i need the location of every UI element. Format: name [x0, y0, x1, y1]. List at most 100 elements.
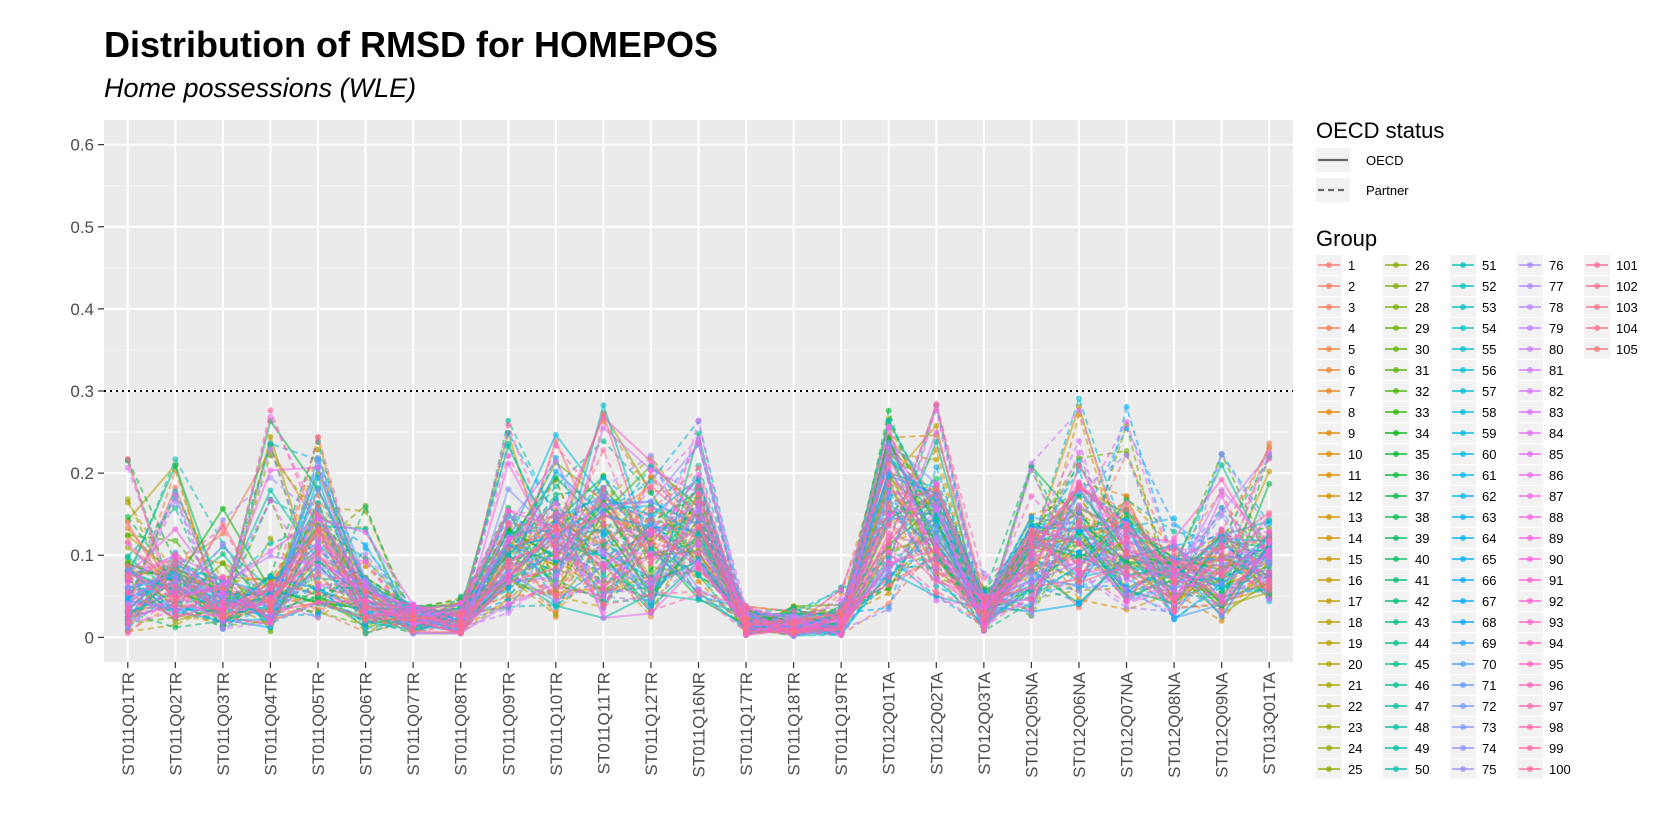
data-point: [933, 597, 940, 604]
data-point: [315, 511, 322, 518]
x-tick-label: ST011Q05TR: [309, 672, 328, 776]
legend-key-point: [1393, 304, 1399, 310]
data-point: [505, 417, 512, 424]
data-point: [457, 593, 464, 600]
legend-label-group-36: 36: [1415, 468, 1429, 483]
data-point: [1075, 584, 1082, 591]
legend-label-group-70: 70: [1482, 657, 1496, 672]
legend-label-group-63: 63: [1482, 510, 1496, 525]
legend-label-group-2: 2: [1348, 279, 1355, 294]
legend-label-group-71: 71: [1482, 678, 1496, 693]
legend-label-group-45: 45: [1415, 657, 1429, 672]
data-point: [1218, 528, 1225, 535]
data-point: [743, 631, 750, 638]
legend-key-point: [1393, 367, 1399, 373]
data-point: [1123, 534, 1130, 541]
data-point: [933, 555, 940, 562]
data-point: [410, 603, 417, 610]
data-point: [600, 486, 607, 493]
legend-key-point: [1460, 661, 1466, 667]
data-point: [505, 545, 512, 552]
data-point: [552, 468, 559, 475]
x-tick-label: ST011Q11TR: [594, 672, 613, 774]
data-point: [505, 422, 512, 429]
legend-key-point: [1460, 262, 1466, 268]
data-point: [885, 538, 892, 545]
legend-label-group-19: 19: [1348, 636, 1362, 651]
y-tick-label: 0.2: [70, 464, 94, 483]
data-point: [1123, 447, 1130, 454]
data-point: [695, 439, 702, 446]
x-tick-label: ST011Q12TR: [642, 672, 661, 776]
data-point: [838, 623, 845, 630]
data-point: [885, 521, 892, 528]
data-point: [1123, 597, 1130, 604]
data-point: [885, 499, 892, 506]
legend-label-group-99: 99: [1549, 741, 1563, 756]
data-point: [647, 489, 654, 496]
legend-label-group-65: 65: [1482, 552, 1496, 567]
data-point: [600, 437, 607, 444]
data-point: [505, 486, 512, 493]
legend-key-point: [1594, 304, 1600, 310]
data-point: [1075, 462, 1082, 469]
legend-label-group-30: 30: [1415, 342, 1429, 357]
legend-label-group-104: 104: [1616, 321, 1638, 336]
data-point: [219, 574, 226, 581]
data-point: [1123, 404, 1130, 411]
data-point: [933, 422, 940, 429]
legend-label-group-5: 5: [1348, 342, 1355, 357]
data-point: [600, 615, 607, 622]
data-point: [1075, 407, 1082, 414]
data-point: [1123, 528, 1130, 535]
legend-key-point: [1393, 409, 1399, 415]
legend-key-point: [1326, 304, 1332, 310]
legend-label-group-72: 72: [1482, 699, 1496, 714]
legend-label-group-57: 57: [1482, 384, 1496, 399]
y-axis: 0 0.1 0.2 0.3 0.4 0.5 0.6: [70, 136, 104, 647]
data-point: [1218, 486, 1225, 493]
legend-key-point: [1527, 472, 1533, 478]
x-tick-label: ST011Q19TR: [832, 672, 851, 776]
legend-key-point: [1460, 409, 1466, 415]
data-point: [1028, 596, 1035, 603]
data-point: [885, 445, 892, 452]
legend-key-point: [1460, 682, 1466, 688]
data-point: [172, 611, 179, 618]
data-point: [933, 480, 940, 487]
legend-label-group-82: 82: [1549, 384, 1563, 399]
data-point: [124, 538, 131, 545]
x-tick-label: ST012Q05NA: [1022, 671, 1041, 777]
data-point: [172, 575, 179, 582]
legend-label-group-37: 37: [1415, 489, 1429, 504]
legend-group-items: 1234567891011121314151617181920212223242…: [1316, 255, 1638, 779]
legend-key-point: [1326, 703, 1332, 709]
legend-key-point: [1393, 283, 1399, 289]
legend-key-point: [1527, 703, 1533, 709]
legend-label-group-91: 91: [1549, 573, 1563, 588]
data-point: [552, 431, 559, 438]
data-point: [1266, 596, 1273, 603]
data-point: [505, 573, 512, 580]
legend-label-group-23: 23: [1348, 720, 1362, 735]
y-tick-label: 0.5: [70, 218, 94, 237]
legend-key-point: [1393, 388, 1399, 394]
legend-key-point: [1393, 346, 1399, 352]
legend-key-point: [1527, 640, 1533, 646]
data-point: [600, 572, 607, 579]
legend-key-point: [1527, 388, 1533, 394]
legend-key-point: [1527, 367, 1533, 373]
data-point: [172, 624, 179, 631]
legend-label-group-32: 32: [1415, 384, 1429, 399]
data-point: [1123, 562, 1130, 569]
legend-label-group-12: 12: [1348, 489, 1362, 504]
data-point: [1266, 520, 1273, 527]
legend-key-point: [1393, 535, 1399, 541]
legend-label-group-8: 8: [1348, 405, 1355, 420]
legend-key-point: [1393, 598, 1399, 604]
data-point: [885, 582, 892, 589]
data-point: [1266, 554, 1273, 561]
legend-label-group-47: 47: [1415, 699, 1429, 714]
legend-label-group-27: 27: [1415, 279, 1429, 294]
